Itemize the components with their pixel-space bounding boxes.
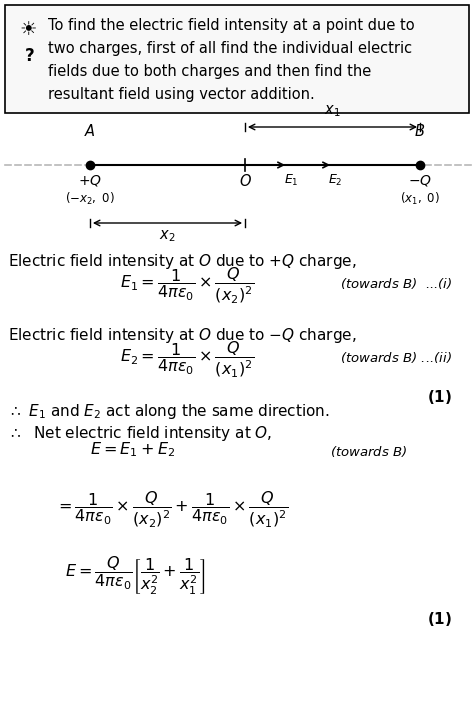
- Bar: [5, 5, 469, 113]
- Text: (towards $B$): (towards $B$): [330, 444, 407, 459]
- Text: $\therefore$  Net electric field intensity at $O$,: $\therefore$ Net electric field intensit…: [8, 424, 273, 443]
- Text: $B$: $B$: [414, 123, 426, 139]
- Text: (towards $B$) ...(ii): (towards $B$) ...(ii): [340, 350, 452, 365]
- Text: (towards $B$)  ...(i): (towards $B$) ...(i): [340, 276, 452, 291]
- Text: ?: ?: [25, 47, 35, 65]
- Text: $= \dfrac{1}{4\pi\varepsilon_0} \times \dfrac{Q}{(x_2)^2} + \dfrac{1}{4\pi\varep: $= \dfrac{1}{4\pi\varepsilon_0} \times \…: [55, 490, 288, 530]
- Text: fields due to both charges and then find the: fields due to both charges and then find…: [48, 64, 371, 79]
- Text: $\mathbf{(1)}$: $\mathbf{(1)}$: [428, 610, 453, 628]
- Text: $E_1 = \dfrac{1}{4\pi\varepsilon_0} \times \dfrac{Q}{(x_2)^2}$: $E_1 = \dfrac{1}{4\pi\varepsilon_0} \tim…: [120, 266, 254, 306]
- Text: $(-x_2,\ 0)$: $(-x_2,\ 0)$: [65, 191, 115, 207]
- Text: Electric field intensity at $O$ due to $-Q$ charge,: Electric field intensity at $O$ due to $…: [8, 326, 356, 345]
- Text: $O$: $O$: [238, 173, 252, 189]
- Text: To find the electric field intensity at a point due to: To find the electric field intensity at …: [48, 18, 415, 33]
- Text: $-Q$: $-Q$: [408, 173, 432, 188]
- Text: resultant field using vector addition.: resultant field using vector addition.: [48, 87, 315, 102]
- Text: $E_1$: $E_1$: [283, 173, 298, 188]
- Text: $\mathbf{(1)}$: $\mathbf{(1)}$: [428, 388, 453, 406]
- Text: $E_2$: $E_2$: [328, 173, 342, 188]
- Text: $A$: $A$: [84, 123, 96, 139]
- Text: $E_2 = \dfrac{1}{4\pi\varepsilon_0} \times \dfrac{Q}{(x_1)^2}$: $E_2 = \dfrac{1}{4\pi\varepsilon_0} \tim…: [120, 340, 254, 380]
- Text: $x_2$: $x_2$: [159, 228, 176, 244]
- Text: $(x_1,\ 0)$: $(x_1,\ 0)$: [400, 191, 440, 207]
- Text: $\therefore$ $E_1$ and $E_2$ act along the same direction.: $\therefore$ $E_1$ and $E_2$ act along t…: [8, 402, 330, 421]
- Text: two charges, first of all find the individual electric: two charges, first of all find the indiv…: [48, 41, 412, 56]
- Text: $E = E_1 + E_2$: $E = E_1 + E_2$: [90, 440, 175, 459]
- Text: ☀: ☀: [19, 20, 37, 39]
- Text: Electric field intensity at $O$ due to $+Q$ charge,: Electric field intensity at $O$ due to $…: [8, 252, 356, 271]
- Text: $+Q$: $+Q$: [78, 173, 102, 188]
- Text: $E = \dfrac{Q}{4\pi\varepsilon_0} \left[\dfrac{1}{x_2^2} + \dfrac{1}{x_1^2}\righ: $E = \dfrac{Q}{4\pi\varepsilon_0} \left[…: [65, 555, 205, 597]
- Text: $x_1$: $x_1$: [324, 103, 341, 119]
